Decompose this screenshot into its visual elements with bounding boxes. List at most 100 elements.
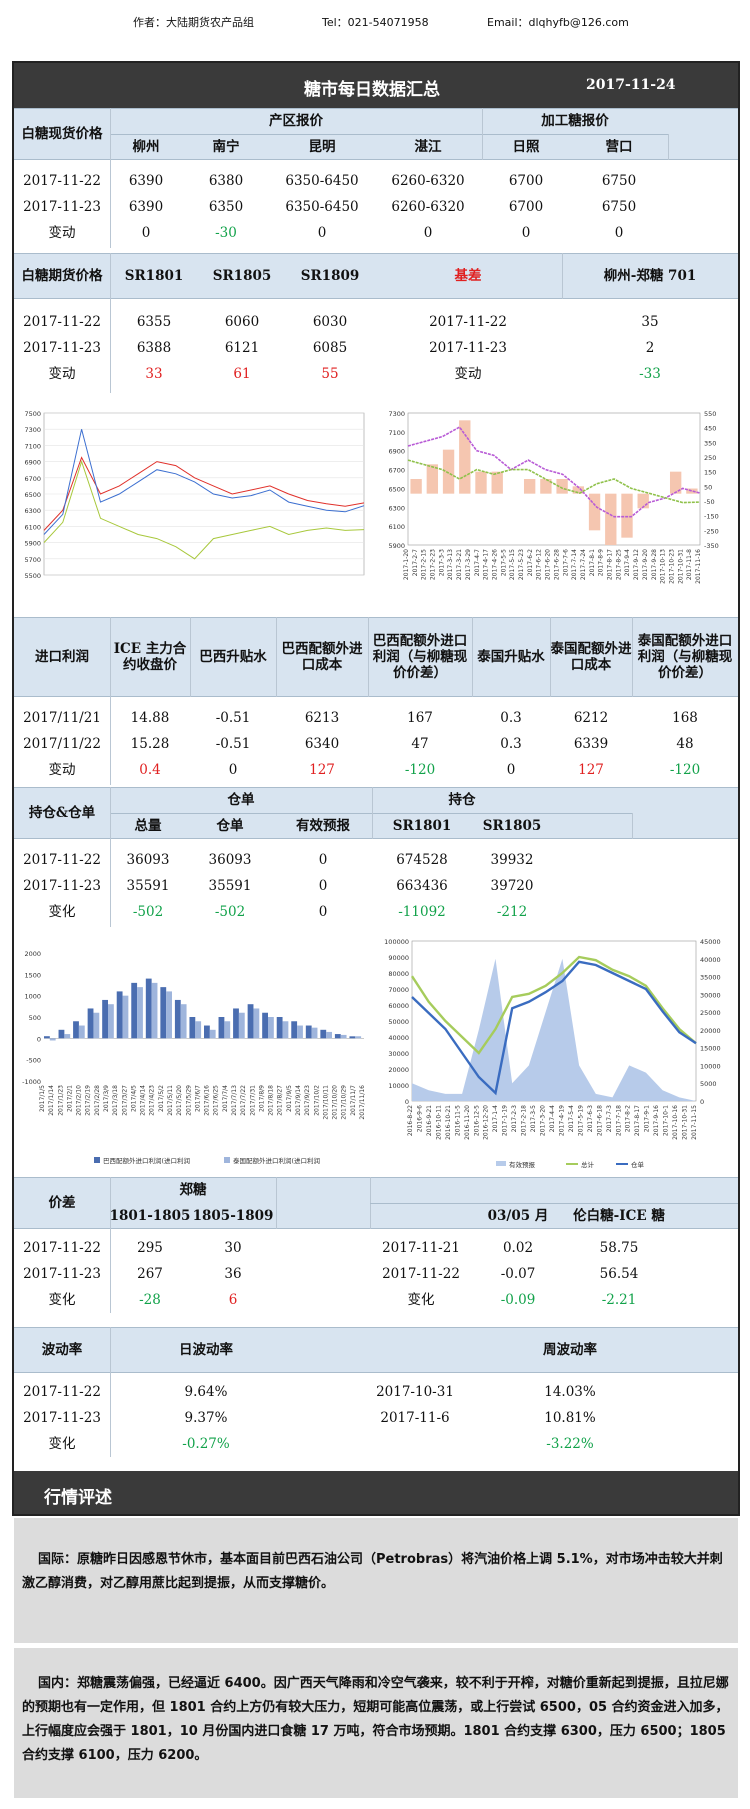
email: Email：dlqhyfb@126.com <box>487 16 629 29</box>
change-cell: 0 <box>141 224 151 241</box>
col-1801-1805: 1801-1805 <box>109 1207 191 1224</box>
legend-label: 仓单 <box>631 1160 645 1169</box>
x-tick-label: 2017-8-17 <box>634 1105 641 1136</box>
col-brazil-cost: 巴西配额外进口成本 <box>281 640 363 673</box>
x-tick-label: 2017-8-17 <box>607 549 614 580</box>
warehouse-chart-svg: 1000009000080000700006000050000400003000… <box>384 938 721 1169</box>
x-tick-label: 2017/2/19 <box>85 1085 92 1116</box>
y-tick-label: 6100 <box>388 523 405 531</box>
table-cell: 35591 <box>126 877 170 894</box>
basis-label: 基差 <box>454 267 482 284</box>
change-cell: -502 <box>214 903 246 920</box>
x-tick-label: 2017/5/20 <box>176 1085 183 1116</box>
basis-bar <box>442 449 455 494</box>
y-tick-label: 2000 <box>24 950 41 958</box>
row-date: 2017-11-22 <box>23 851 101 868</box>
table-cell: 36093 <box>126 851 170 868</box>
x-tick-label: 2017/2/28 <box>94 1085 101 1116</box>
x-tick-label: 2017/5/11 <box>167 1085 174 1116</box>
divider <box>110 787 111 927</box>
x-tick-label: 2017-5-5 <box>500 549 507 576</box>
profit-bar <box>93 1012 100 1039</box>
profit-bar <box>355 1036 362 1039</box>
x-tick-label: 2017-4-17 <box>483 549 490 580</box>
spot-price-section: 白糖现货价格 产区报价 加工糖报价 柳州 南宁 昆明 湛江 日照 营口 2017… <box>14 108 738 248</box>
change-cell: -212 <box>496 903 528 920</box>
y-tick-label: 40000 <box>388 1034 409 1042</box>
col-thai-cost: 泰国配额外进口成本 <box>550 640 632 673</box>
comment-title: 行情评述 <box>44 1488 112 1508</box>
x-tick-label: 2016-8-22 <box>407 1105 414 1136</box>
comment-international: 国际：原糖昨日因感恩节休市，基本面目前巴西石油公司（Petrobras）将汽油价… <box>14 1518 738 1643</box>
profit-bar <box>218 1017 225 1039</box>
x-tick-label: 2017/5/29 <box>185 1085 192 1116</box>
x-tick-label: 2017-7-3 <box>606 1105 613 1132</box>
change-label: 变动 <box>48 365 76 382</box>
y-tick-label: 35000 <box>700 974 721 982</box>
profit-bar <box>64 1034 71 1039</box>
series-line <box>43 459 365 560</box>
spot-group-origin: 产区报价 <box>269 112 323 129</box>
table-cell: 6213 <box>304 709 340 726</box>
table-cell: 6700 <box>508 172 544 189</box>
y-tick-label: 7300 <box>24 426 41 434</box>
profit-bar <box>58 1029 65 1039</box>
x-tick-label: 2017-5-19 <box>577 1105 584 1136</box>
series-line <box>411 960 697 1096</box>
y-tick-label: 60000 <box>388 1002 409 1010</box>
table-cell: 48 <box>676 735 694 752</box>
y-tick-label: 45000 <box>700 938 721 946</box>
y-tick-label: 500 <box>29 1014 41 1022</box>
basis-change: -33 <box>639 365 661 382</box>
table-cell: 15.28 <box>130 735 170 752</box>
table-cell: 6350-6450 <box>285 198 359 215</box>
divider <box>110 108 111 248</box>
basis-chart-svg: 7300 7100 6900 6700 6500 6300 6100 5900 550 450 35… <box>388 410 719 584</box>
basis-date: 2017-11-22 <box>429 313 507 330</box>
x-tick-label: 2017/6/16 <box>204 1085 211 1116</box>
x-tick-label: 2017/8/27 <box>277 1085 284 1116</box>
profit-bar <box>49 1038 56 1041</box>
x-tick-label: 2017-9-20 <box>642 549 649 580</box>
x-tick-label: 2017/7/4 <box>222 1085 229 1112</box>
y-tick-label: 5700 <box>24 556 41 564</box>
x-tick-label: 2017-3-21 <box>456 549 463 580</box>
y-tick-label: -350 <box>704 542 719 550</box>
table-cell: 6212 <box>573 709 609 726</box>
profit-bar <box>44 1036 50 1039</box>
y-tick-label: 40000 <box>700 956 721 964</box>
y-tick-label: 100000 <box>384 938 409 946</box>
change-cell: 0 <box>423 224 433 241</box>
row-date: 2017-11-22 <box>23 1239 101 1256</box>
author: 作者：大陆期货农产品组 <box>133 16 254 29</box>
international-text: 国际：原糖昨日因感恩节休市，基本面目前巴西石油公司（Petrobras）将汽油价… <box>22 1552 723 1591</box>
change-label: 变动 <box>48 761 76 778</box>
profit-bar <box>116 991 123 1039</box>
profit-label: 进口利润 <box>35 648 89 665</box>
y-tick-label: 150 <box>704 469 716 477</box>
y-tick-label: 20000 <box>700 1027 721 1035</box>
x-tick-label: 2017/1/5 <box>39 1085 46 1112</box>
table-cell: 6085 <box>312 339 348 356</box>
volatility-section: 波动率 日波动率 周波动率 2017-11-22 9.64% 2017-10-3… <box>14 1327 738 1457</box>
plot-area <box>407 412 701 546</box>
divider <box>472 617 473 697</box>
y-tick-label: 6700 <box>24 475 41 483</box>
x-tick-label: 2017/10/20 <box>332 1085 339 1120</box>
col-kunming: 昆明 <box>308 138 336 155</box>
table-cell: 0.02 <box>502 1239 534 1256</box>
x-tick-label: 2017-2-7 <box>412 549 419 576</box>
futures-section: 白糖期货价格 SR1801 SR1805 SR1809 基差 柳州-郑糖 701… <box>14 253 738 393</box>
x-tick-label: 2017/9/14 <box>295 1085 302 1116</box>
row-date: 2017-11-23 <box>23 1265 101 1282</box>
y-tick-label: -150 <box>704 513 719 521</box>
y-tick-label: 7300 <box>388 410 405 418</box>
y-tick-label: 5000 <box>700 1080 717 1088</box>
table-cell: 39932 <box>490 851 534 868</box>
table-cell: 6340 <box>304 735 340 752</box>
divider <box>562 253 563 299</box>
table-cell: 6390 <box>128 172 164 189</box>
table-cell: 0.3 <box>500 709 522 726</box>
change-cell: 0.4 <box>139 761 161 778</box>
basis-bar <box>540 479 552 494</box>
